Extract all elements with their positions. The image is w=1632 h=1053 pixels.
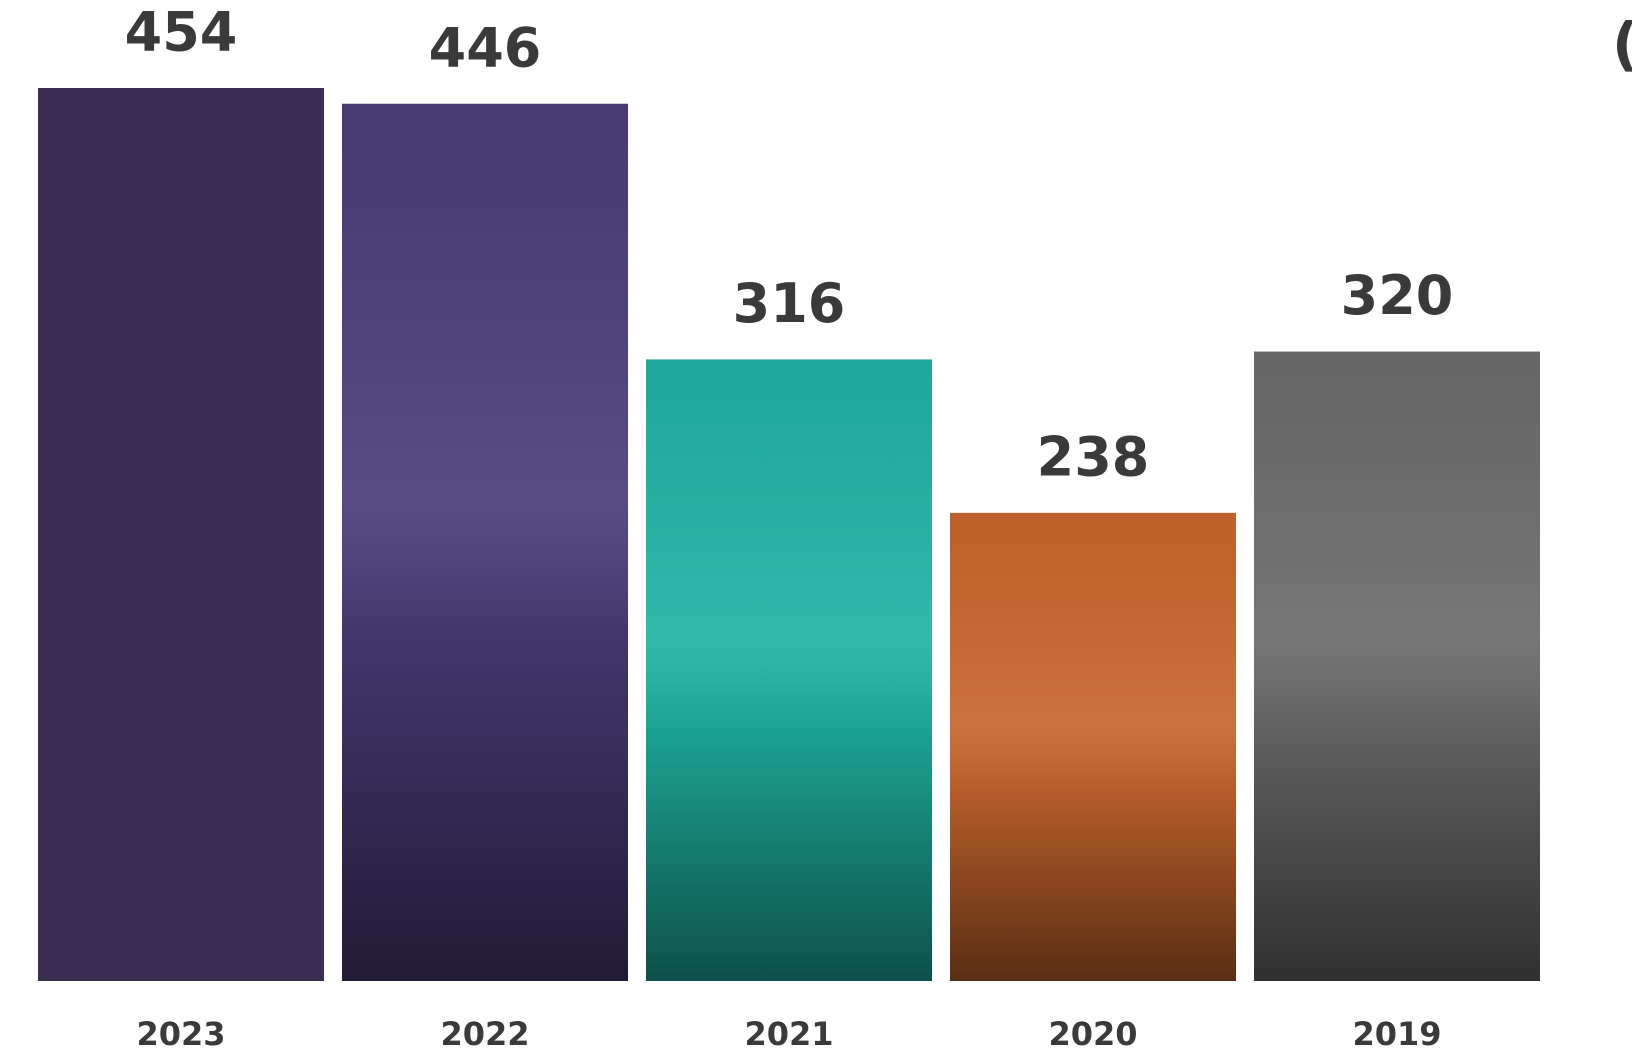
x-tick-label: 2021 bbox=[744, 1015, 833, 1053]
bar bbox=[38, 88, 324, 981]
chart-title: (مليار ريال) bbox=[1612, 10, 1632, 78]
x-tick-label: 2023 bbox=[136, 1015, 225, 1053]
bar-texture bbox=[1254, 351, 1540, 981]
value-label: 454 bbox=[125, 1, 238, 64]
value-label: 446 bbox=[429, 16, 542, 79]
value-label: 316 bbox=[733, 272, 846, 335]
bar-texture bbox=[950, 512, 1236, 981]
x-tick-label: 2022 bbox=[440, 1015, 529, 1053]
bar-texture bbox=[342, 103, 628, 982]
x-tick-label: 2019 bbox=[1352, 1015, 1441, 1053]
value-label: 238 bbox=[1037, 426, 1150, 489]
bar-texture bbox=[646, 359, 932, 981]
x-tick-label: 2020 bbox=[1048, 1015, 1137, 1053]
value-label: 320 bbox=[1341, 264, 1454, 327]
